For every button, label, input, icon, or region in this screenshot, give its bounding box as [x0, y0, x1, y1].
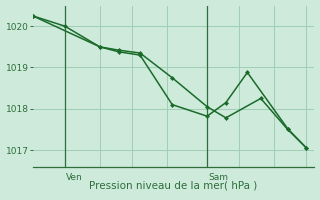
Text: Ven: Ven [66, 173, 83, 182]
Text: Sam: Sam [208, 173, 228, 182]
X-axis label: Pression niveau de la mer( hPa ): Pression niveau de la mer( hPa ) [90, 180, 258, 190]
